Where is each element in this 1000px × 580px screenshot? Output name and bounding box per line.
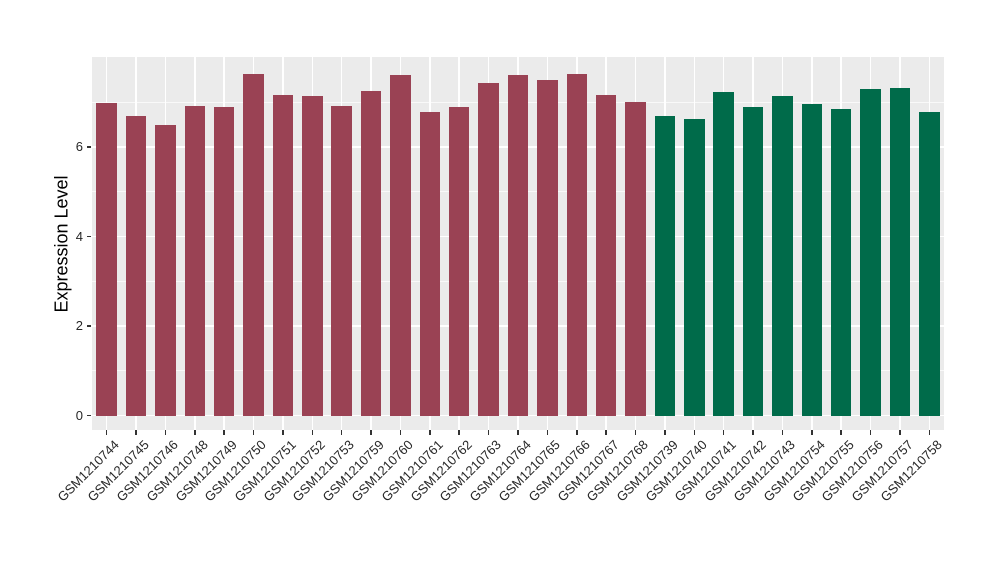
y-tick-label: 6 <box>75 138 83 154</box>
x-tick-mark <box>282 430 284 435</box>
x-tick-mark <box>840 430 842 435</box>
y-tick-label: 2 <box>75 318 83 334</box>
x-tick-mark <box>634 430 637 435</box>
x-tick-mark <box>546 430 549 435</box>
bar <box>507 74 529 416</box>
bar <box>360 90 382 416</box>
bar <box>125 116 147 416</box>
bar <box>272 94 294 416</box>
bar <box>331 106 352 416</box>
bar <box>419 111 441 416</box>
bar <box>654 116 676 416</box>
bar <box>155 124 176 416</box>
bar <box>684 119 705 416</box>
x-tick-mark <box>252 430 255 435</box>
x-tick-mark <box>429 430 431 435</box>
bar <box>448 106 470 416</box>
x-tick-mark <box>135 430 137 435</box>
x-tick-mark <box>899 430 901 435</box>
x-tick-mark <box>223 430 225 435</box>
plot-panel <box>92 57 944 430</box>
bar <box>830 108 852 416</box>
x-tick-mark <box>781 430 784 435</box>
bar <box>537 79 558 416</box>
x-tick-mark <box>752 430 754 435</box>
x-tick-mark <box>605 430 607 435</box>
x-tick-mark <box>399 430 402 435</box>
x-tick-mark <box>517 430 519 435</box>
bar <box>919 111 940 416</box>
y-tick-mark <box>86 146 91 148</box>
y-tick-label: 0 <box>75 407 83 423</box>
x-tick-mark <box>693 430 696 435</box>
bar <box>184 105 206 416</box>
y-tick-mark <box>86 414 91 417</box>
bar <box>478 82 499 416</box>
bar <box>772 95 793 416</box>
x-tick-mark <box>164 430 167 435</box>
x-tick-mark <box>576 430 578 435</box>
bar <box>566 73 587 416</box>
bar <box>595 94 617 416</box>
x-tick-mark <box>811 430 813 435</box>
x-tick-mark <box>664 430 666 435</box>
x-tick-mark <box>928 430 931 435</box>
bar <box>713 92 734 416</box>
y-tick-label: 4 <box>75 228 83 244</box>
bar <box>243 73 264 416</box>
x-tick-mark <box>370 430 372 435</box>
x-tick-mark <box>722 430 725 435</box>
x-tick-mark <box>340 430 343 435</box>
bar <box>860 88 881 416</box>
bar <box>625 101 646 416</box>
y-tick-mark <box>86 325 91 327</box>
x-tick-mark <box>311 430 314 435</box>
bar <box>96 103 117 416</box>
bar <box>801 103 823 416</box>
x-tick-mark <box>458 430 460 435</box>
x-tick-mark <box>194 430 196 435</box>
x-tick-mark <box>487 430 490 435</box>
bar <box>302 95 323 416</box>
bar <box>213 106 235 416</box>
bar <box>889 88 911 416</box>
x-tick-mark <box>105 430 108 435</box>
bar <box>742 107 764 416</box>
x-tick-mark <box>869 430 872 435</box>
y-tick-mark <box>86 235 91 238</box>
bar <box>390 74 411 416</box>
